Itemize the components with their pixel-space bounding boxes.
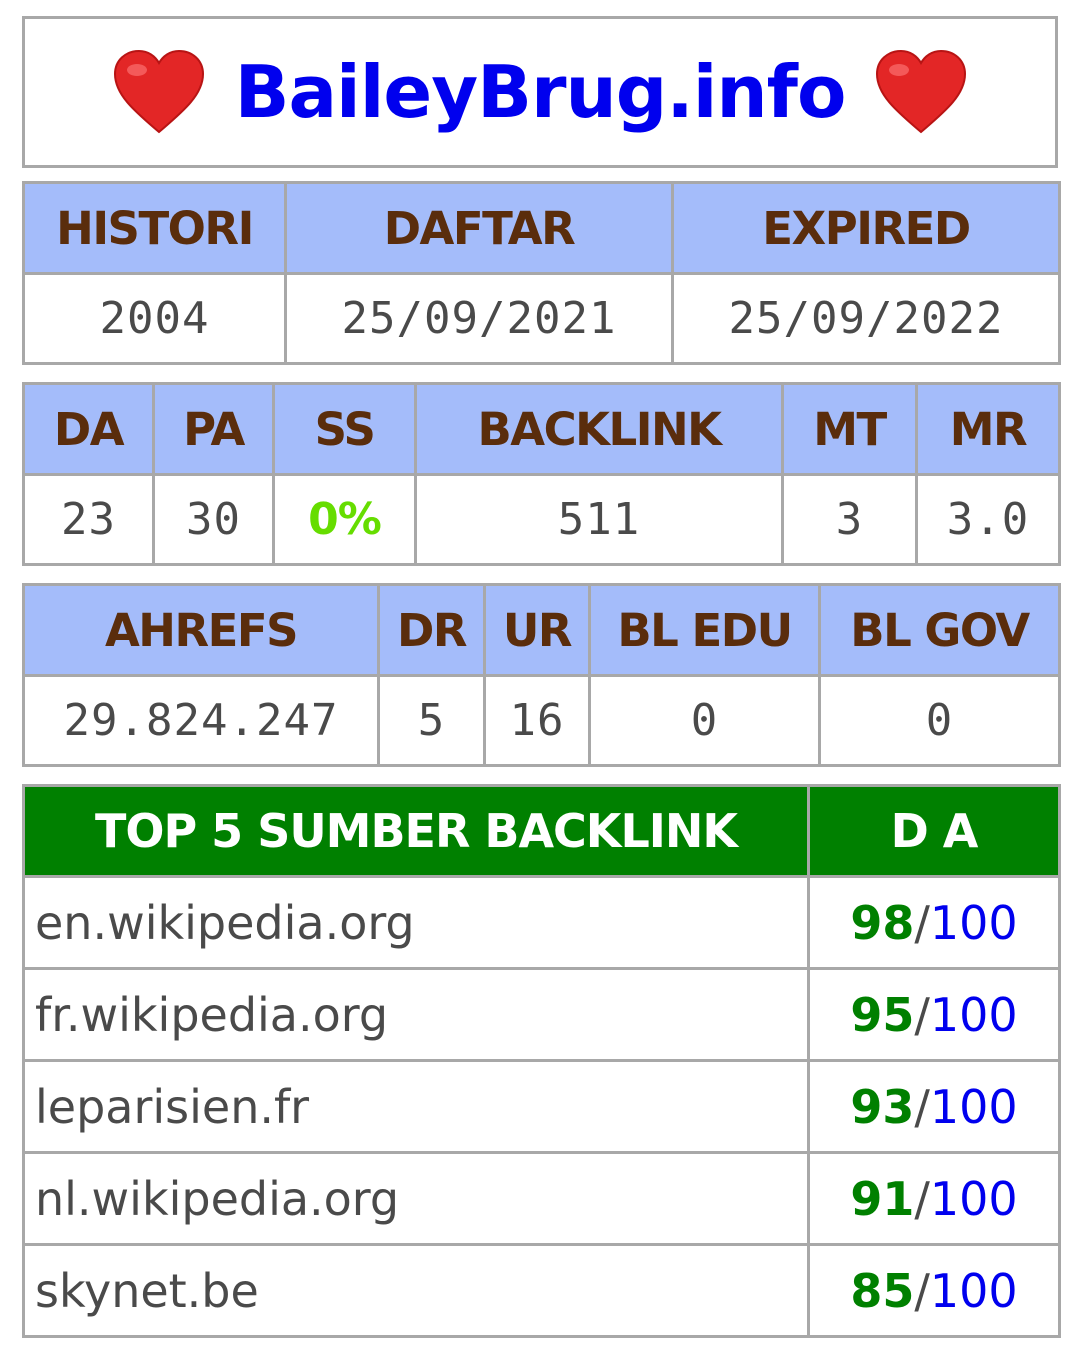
header-expired: EXPIRED xyxy=(671,181,1061,275)
da-score: 95 xyxy=(850,987,915,1042)
header-top-sources: TOP 5 SUMBER BACKLINK xyxy=(22,784,810,878)
heart-icon xyxy=(876,50,967,134)
heart-icon xyxy=(113,50,204,134)
da-max: 100 xyxy=(929,1171,1018,1226)
header-da-score: D A xyxy=(807,784,1061,878)
value-ss: 0% xyxy=(272,473,417,566)
value-bl-gov: 0 xyxy=(818,674,1061,767)
table-row: skynet.be 85/100 xyxy=(22,1243,1061,1338)
header-mr: MR xyxy=(915,382,1061,476)
header-ahrefs: AHREFS xyxy=(22,583,380,677)
value-ur: 16 xyxy=(483,674,591,767)
registration-table: HISTORI DAFTAR EXPIRED 2004 25/09/2021 2… xyxy=(22,181,1061,365)
da-separator: / xyxy=(914,987,930,1042)
da-score: 85 xyxy=(850,1263,915,1318)
header-ur: UR xyxy=(483,583,591,677)
value-ahrefs: 29.824.247 xyxy=(22,674,380,767)
value-histori: 2004 xyxy=(22,272,287,365)
da-separator: / xyxy=(914,895,930,950)
backlink-da: 93/100 xyxy=(807,1059,1061,1154)
header-dr: DR xyxy=(377,583,486,677)
backlink-da: 95/100 xyxy=(807,967,1061,1062)
backlink-source[interactable]: leparisien.fr xyxy=(22,1059,810,1154)
header-bl-edu: BL EDU xyxy=(588,583,821,677)
backlink-da: 91/100 xyxy=(807,1151,1061,1246)
value-dr: 5 xyxy=(377,674,486,767)
backlink-source[interactable]: fr.wikipedia.org xyxy=(22,967,810,1062)
da-max: 100 xyxy=(929,1079,1018,1134)
da-separator: / xyxy=(914,1171,930,1226)
value-da: 23 xyxy=(22,473,155,566)
header-daftar: DAFTAR xyxy=(284,181,674,275)
moz-metrics-table: DA PA SS BACKLINK MT MR 23 30 0% 511 3 3… xyxy=(22,382,1061,566)
da-max: 100 xyxy=(929,895,1018,950)
header-backlink: BACKLINK xyxy=(414,382,784,476)
header-da: DA xyxy=(22,382,155,476)
table-row: nl.wikipedia.org 91/100 xyxy=(22,1151,1061,1246)
da-max: 100 xyxy=(929,987,1018,1042)
header-mt: MT xyxy=(781,382,918,476)
value-mr: 3.0 xyxy=(915,473,1061,566)
value-pa: 30 xyxy=(152,473,275,566)
da-max: 100 xyxy=(929,1263,1018,1318)
header-bl-gov: BL GOV xyxy=(818,583,1061,677)
table-row: fr.wikipedia.org 95/100 xyxy=(22,967,1061,1062)
backlink-source[interactable]: skynet.be xyxy=(22,1243,810,1338)
da-score: 93 xyxy=(850,1079,915,1134)
ahrefs-metrics-table: AHREFS DR UR BL EDU BL GOV 29.824.247 5 … xyxy=(22,583,1061,767)
table-row: en.wikipedia.org 98/100 xyxy=(22,875,1061,970)
da-score: 91 xyxy=(850,1171,915,1226)
value-mt: 3 xyxy=(781,473,918,566)
site-title-banner: BaileyBrug.info xyxy=(22,16,1058,168)
backlink-da: 85/100 xyxy=(807,1243,1061,1338)
header-histori: HISTORI xyxy=(22,181,287,275)
value-expired: 25/09/2022 xyxy=(671,272,1061,365)
header-ss: SS xyxy=(272,382,417,476)
value-backlink: 511 xyxy=(414,473,784,566)
value-daftar: 25/09/2021 xyxy=(284,272,674,365)
table-row: leparisien.fr 93/100 xyxy=(22,1059,1061,1154)
header-pa: PA xyxy=(152,382,275,476)
site-title[interactable]: BaileyBrug.info xyxy=(234,50,847,134)
backlink-source[interactable]: nl.wikipedia.org xyxy=(22,1151,810,1246)
backlink-da: 98/100 xyxy=(807,875,1061,970)
backlink-source[interactable]: en.wikipedia.org xyxy=(22,875,810,970)
da-score: 98 xyxy=(850,895,915,950)
da-separator: / xyxy=(914,1263,930,1318)
value-bl-edu: 0 xyxy=(588,674,821,767)
top-backlinks-table: TOP 5 SUMBER BACKLINK D A en.wikipedia.o… xyxy=(22,784,1061,1338)
da-separator: / xyxy=(914,1079,930,1134)
